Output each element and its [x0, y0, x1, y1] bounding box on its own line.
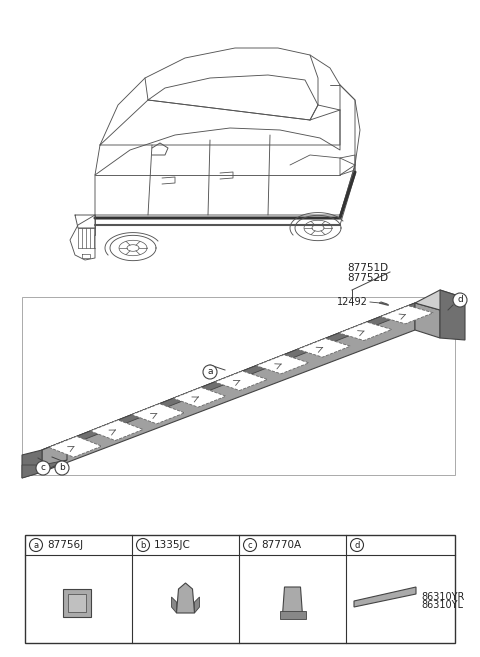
Text: 87756J: 87756J	[47, 540, 83, 550]
Text: b: b	[140, 541, 146, 549]
Circle shape	[203, 365, 217, 379]
Polygon shape	[339, 322, 392, 340]
Text: d: d	[354, 541, 360, 549]
Polygon shape	[194, 597, 200, 613]
Polygon shape	[440, 290, 465, 340]
Polygon shape	[171, 597, 177, 613]
Text: a: a	[207, 367, 213, 376]
Text: a: a	[34, 541, 38, 549]
Circle shape	[55, 461, 69, 475]
Circle shape	[243, 539, 256, 551]
Bar	[279, 611, 305, 619]
Polygon shape	[22, 460, 67, 478]
Text: c: c	[248, 541, 252, 549]
Circle shape	[136, 539, 149, 551]
Text: 1335JC: 1335JC	[154, 540, 191, 550]
Text: c: c	[40, 463, 46, 472]
Polygon shape	[42, 303, 440, 460]
Polygon shape	[22, 450, 42, 478]
Polygon shape	[256, 355, 309, 374]
Polygon shape	[132, 403, 185, 424]
Polygon shape	[42, 303, 415, 472]
Polygon shape	[42, 303, 415, 456]
Text: d: d	[457, 296, 463, 304]
Text: 87770A: 87770A	[261, 540, 301, 550]
Circle shape	[350, 539, 363, 551]
Text: 87752D: 87752D	[347, 273, 388, 283]
Polygon shape	[215, 371, 267, 390]
Bar	[68, 594, 85, 612]
Polygon shape	[415, 303, 440, 338]
Polygon shape	[283, 587, 302, 615]
Text: 87751D: 87751D	[347, 263, 388, 273]
Text: 86310YL: 86310YL	[421, 600, 463, 610]
Polygon shape	[177, 583, 194, 613]
Polygon shape	[42, 440, 67, 472]
Polygon shape	[90, 420, 143, 440]
Circle shape	[29, 539, 43, 551]
Bar	[25, 535, 455, 643]
Text: 86310YR: 86310YR	[421, 592, 464, 602]
Polygon shape	[49, 436, 102, 457]
Circle shape	[453, 293, 467, 307]
Polygon shape	[415, 290, 465, 310]
Circle shape	[36, 461, 50, 475]
Polygon shape	[354, 587, 416, 607]
Bar	[62, 589, 91, 617]
Polygon shape	[173, 388, 226, 407]
Polygon shape	[380, 306, 433, 324]
Text: b: b	[59, 463, 65, 472]
Text: 12492: 12492	[337, 297, 368, 307]
Polygon shape	[298, 338, 350, 357]
